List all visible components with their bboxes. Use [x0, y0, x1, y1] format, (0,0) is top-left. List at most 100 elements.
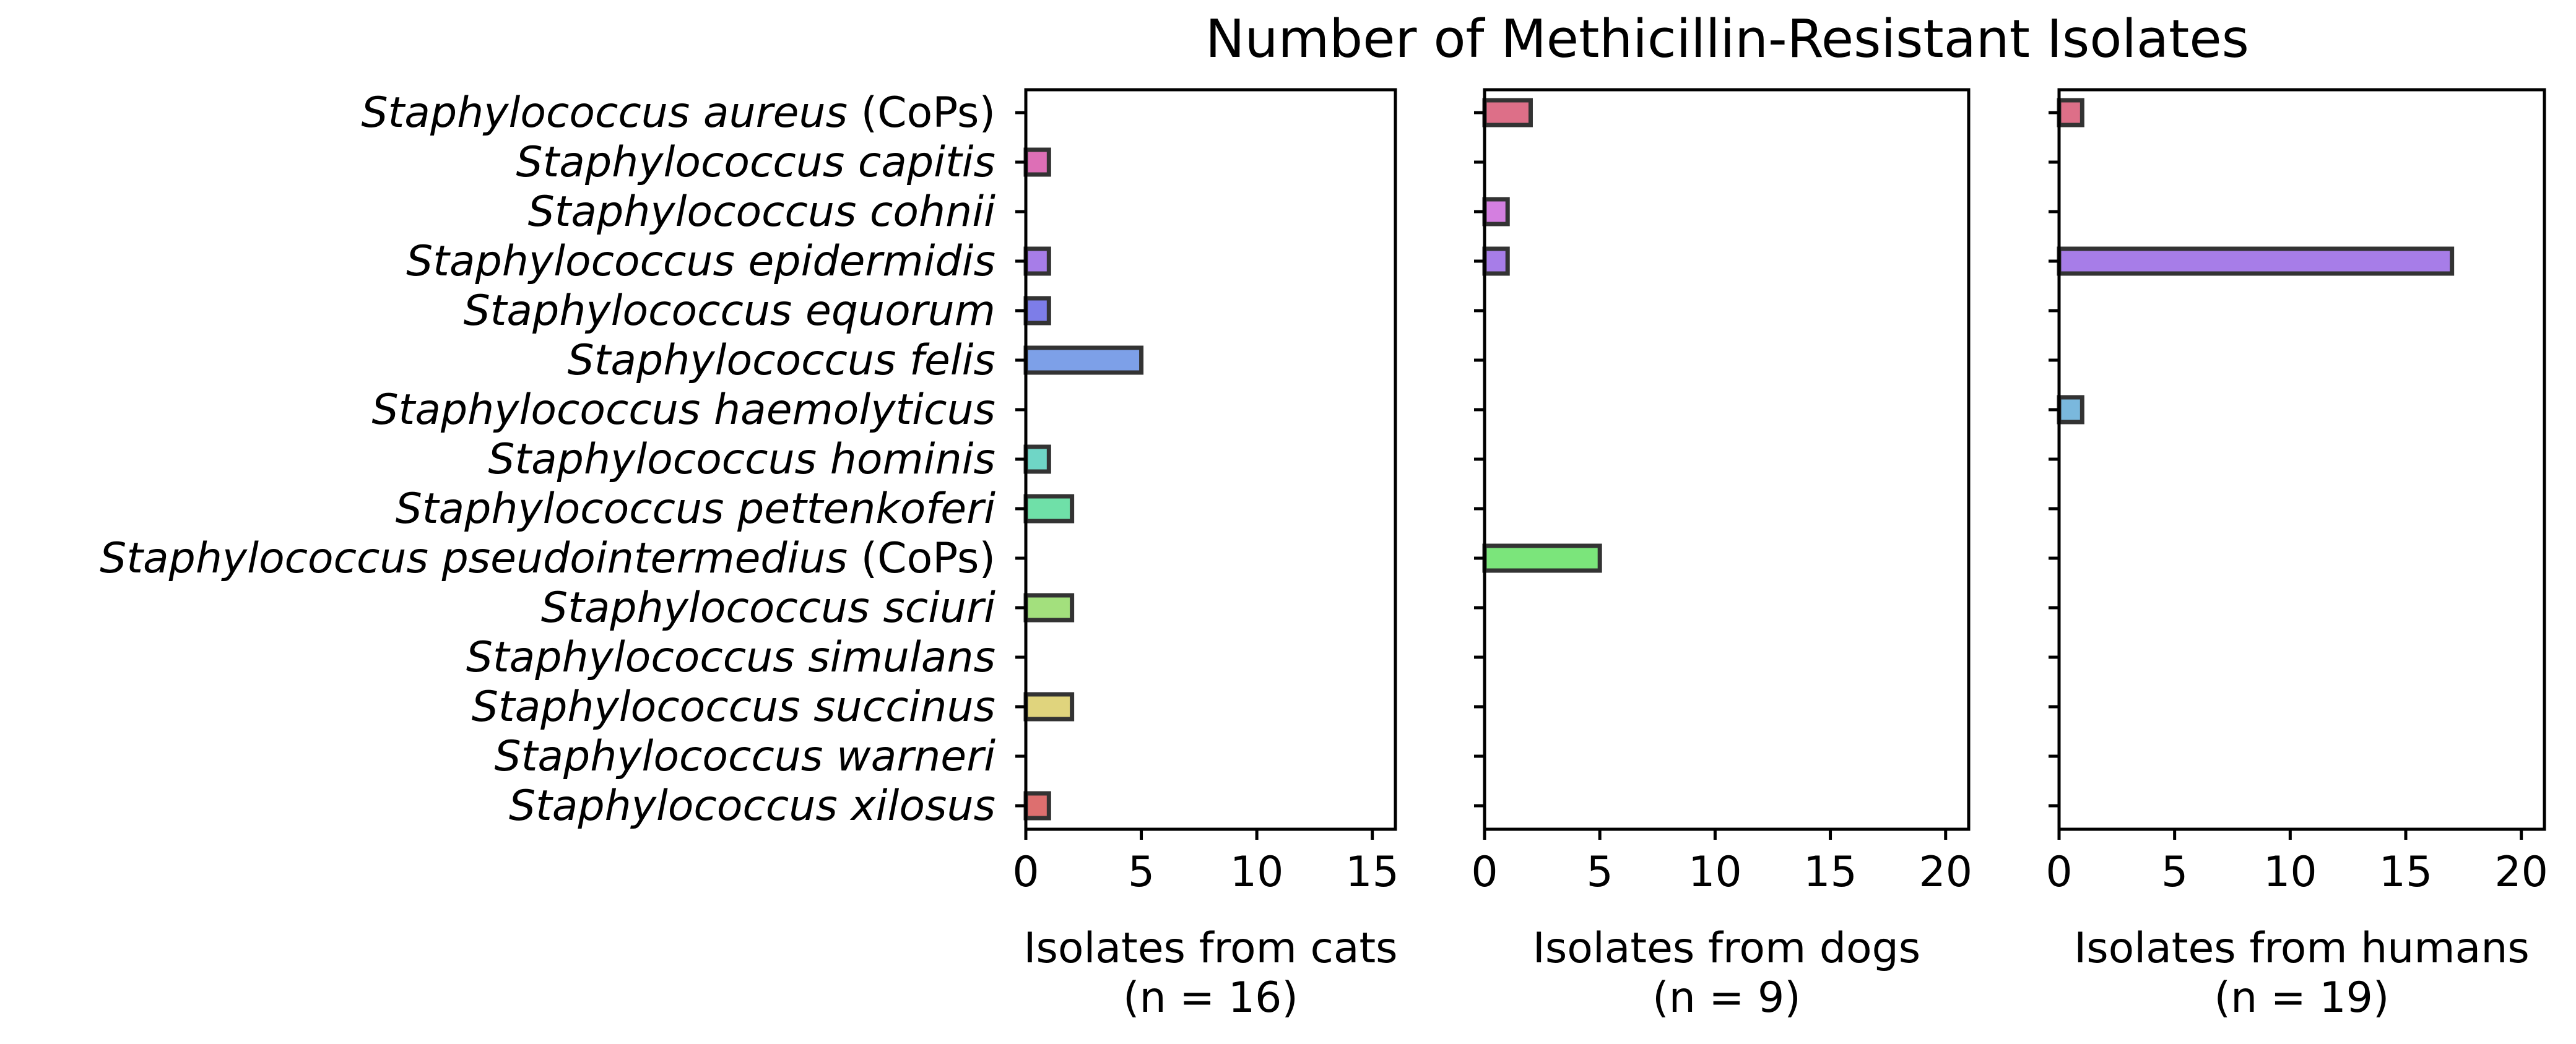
x-tick-label: 20 [1919, 848, 1972, 897]
space-text [856, 188, 870, 236]
space-text [844, 138, 858, 187]
panel-humans: 0 5 10 15 20 Isolates from humans(n = 19) [2045, 88, 2548, 1022]
panels: 0 5 10 15 Isolates from cats(n = 16) 0 5 10 15 20… [1012, 88, 2548, 1022]
y-axis-labels: Staphylococcus aureus (CoPs)Staphylococc… [100, 88, 995, 830]
x-axis-sample-size-humans: (n = 19) [2214, 973, 2390, 1022]
bar-cats-xilosus [1023, 791, 1051, 821]
genus-text: Staphylococcus [495, 732, 823, 781]
bar-cats-felis [1023, 345, 1144, 375]
species-text: xilosus [849, 782, 995, 830]
x-tick-label: 10 [1688, 848, 1742, 897]
bar-cats-capitis [1023, 147, 1051, 177]
x-tick-label: 15 [2379, 848, 2433, 897]
species-text: hominis [830, 435, 995, 484]
genus-text: Staphylococcus [406, 237, 735, 286]
y-tick-label-warneri: Staphylococcus warneri [495, 732, 996, 781]
genus-text: Staphylococcus [488, 435, 817, 484]
species-text: pettenkoferi [737, 485, 995, 533]
species-text: sciuri [883, 584, 995, 632]
bar-dogs-pseudointermedius [1482, 543, 1602, 573]
genus-text: Staphylococcus [100, 534, 428, 583]
genus-text: Staphylococcus [464, 287, 792, 335]
y-tick-label-hominis: Staphylococcus hominis [488, 435, 995, 484]
bar-cats-hominis [1023, 444, 1051, 474]
x-axis-sample-size-dogs: (n = 9) [1652, 973, 1801, 1022]
bar-cats-sciuri [1023, 593, 1075, 623]
y-tick-label-cohnii: Staphylococcus cohnii [528, 188, 996, 236]
space-text [795, 633, 809, 682]
x-tick-label: 10 [2263, 848, 2317, 897]
bar-dogs-aureus [1482, 98, 1533, 127]
y-tick-label-felis: Staphylococcus felis [568, 336, 995, 385]
bar-humans-aureus [2057, 98, 2084, 127]
y-tick-label-capitis: Staphylococcus capitis [516, 138, 995, 187]
x-tick-label: 15 [1345, 848, 1399, 897]
bar-cats-succinus [1023, 692, 1075, 722]
species-text: warneri [836, 732, 995, 781]
y-tick-label-pseudointermedius: Staphylococcus pseudointermedius (CoPs) [100, 534, 995, 583]
species-text: capitis [858, 138, 995, 187]
y-tick-label-succinus: Staphylococcus succinus [472, 683, 995, 731]
space-text [800, 683, 814, 731]
species-text: haemolyticus [714, 386, 995, 434]
bar-cats-epidermidis [1023, 246, 1051, 276]
genus-text: Staphylococcus [509, 782, 838, 830]
space-text [896, 336, 909, 385]
bar-humans-haemolyticus [2057, 395, 2084, 425]
genus-text: Staphylococcus [466, 633, 795, 682]
genus-text: Staphylococcus [361, 88, 690, 137]
genus-text: Staphylococcus [372, 386, 701, 434]
x-tick-label: 5 [1587, 848, 1613, 897]
x-tick-label: 0 [2045, 848, 2072, 897]
genus-text: Staphylococcus [528, 188, 857, 236]
space-text [823, 732, 836, 781]
species-text: pseudointermedius [441, 534, 848, 583]
bar-humans-epidermidis [2057, 246, 2455, 276]
x-axis-label-humans: Isolates from humans [2074, 924, 2530, 973]
y-tick-label-xilosus: Staphylococcus xilosus [509, 782, 995, 830]
space-text [817, 435, 830, 484]
x-tick-label: 20 [2494, 848, 2548, 897]
x-tick-label: 5 [2161, 848, 2188, 897]
space-text [792, 287, 805, 335]
x-tick-label: 0 [1471, 848, 1498, 897]
bar-dogs-cohnii [1482, 197, 1510, 226]
y-tick-label-haemolyticus: Staphylococcus haemolyticus [372, 386, 995, 434]
x-axis-sample-size-cats: (n = 16) [1123, 973, 1298, 1022]
species-text: equorum [805, 287, 995, 335]
space-text [690, 88, 703, 137]
x-tick-label: 10 [1230, 848, 1284, 897]
x-axis-label-cats: Isolates from cats [1023, 924, 1397, 973]
genus-text: Staphylococcus [396, 485, 724, 533]
panel-dogs: 0 5 10 15 20 Isolates from dogs(n = 9) [1471, 88, 1972, 1022]
y-tick-label-simulans: Staphylococcus simulans [466, 633, 995, 682]
space-text [428, 534, 442, 583]
y-tick-label-aureus: Staphylococcus aureus (CoPs) [361, 88, 995, 137]
x-tick-label: 15 [1803, 848, 1857, 897]
space-text [700, 386, 714, 434]
bar-dogs-epidermidis [1482, 246, 1510, 276]
space-text [870, 584, 883, 632]
bar-cats-pettenkoferi [1023, 494, 1075, 524]
y-tick-label-pettenkoferi: Staphylococcus pettenkoferi [396, 485, 995, 533]
genus-text: Staphylococcus [568, 336, 896, 385]
species-text: simulans [808, 633, 995, 682]
x-tick-label: 5 [1128, 848, 1155, 897]
y-tick-label-equorum: Staphylococcus equorum [464, 287, 995, 335]
panel-cats: 0 5 10 15 Isolates from cats(n = 16) [1012, 88, 1399, 1022]
x-tick-label: 0 [1012, 848, 1039, 897]
y-tick-label-sciuri: Staphylococcus sciuri [541, 584, 995, 632]
genus-text: Staphylococcus [472, 683, 800, 731]
x-axis-label-dogs: Isolates from dogs [1533, 924, 1920, 973]
suffix-text: (CoPs) [848, 88, 995, 137]
species-text: succinus [813, 683, 995, 731]
species-text: aureus [703, 88, 848, 137]
species-text: felis [909, 336, 995, 385]
y-tick-label-epidermidis: Staphylococcus epidermidis [406, 237, 995, 286]
space-text [724, 485, 738, 533]
chart-title: Number of Methicillin-Resistant Isolates [1205, 9, 2249, 70]
species-text: cohnii [870, 188, 995, 236]
space-text [838, 782, 851, 830]
species-text: epidermidis [748, 237, 995, 286]
